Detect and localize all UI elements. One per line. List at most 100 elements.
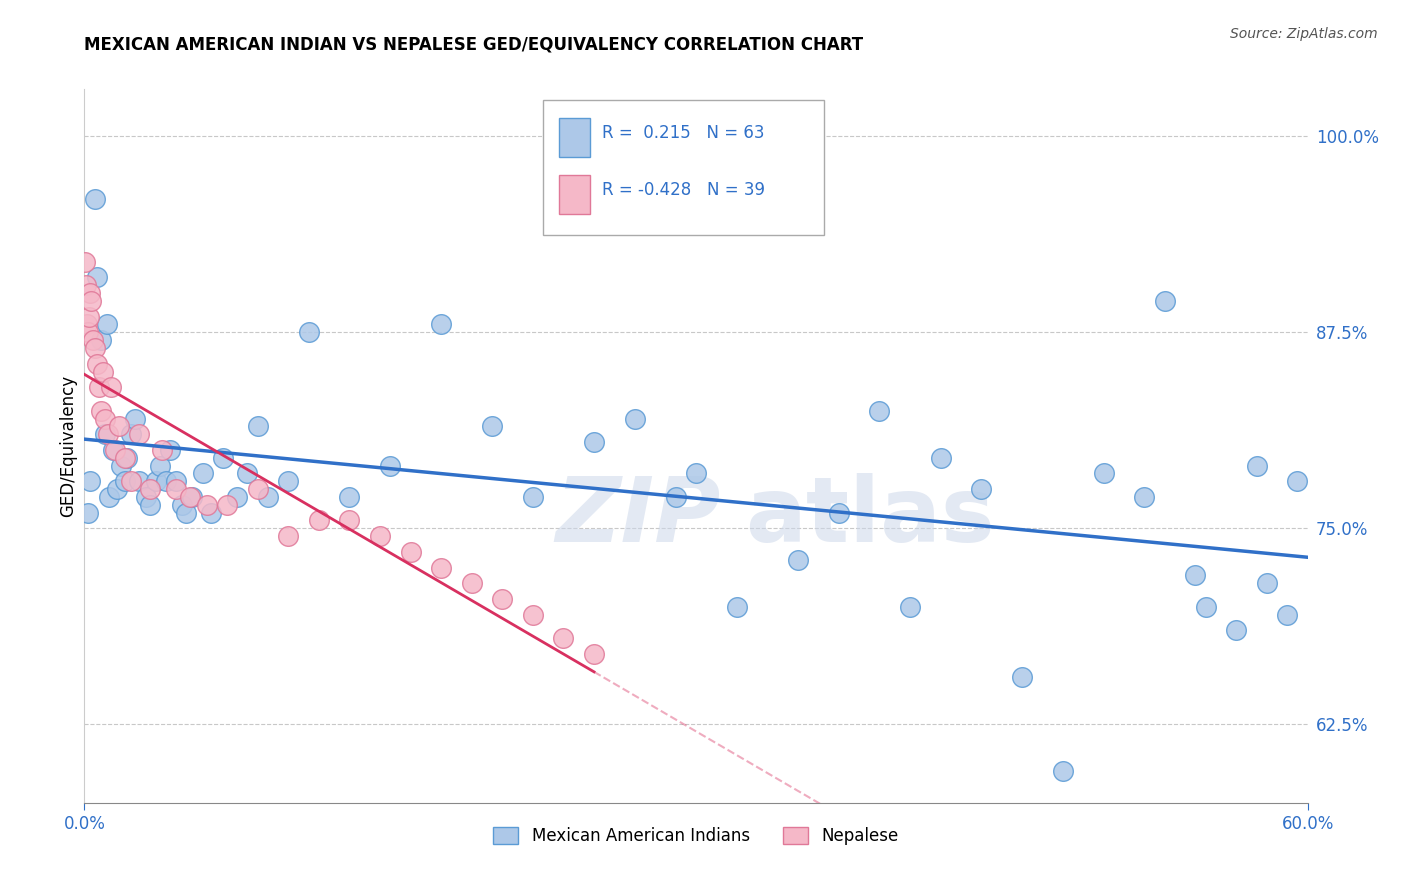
Point [83, 341, 105, 355]
Point [298, 326, 321, 340]
Point [82, 333, 104, 347]
Point [1133, 490, 1156, 504]
Point [110, 458, 132, 473]
Point [174, 506, 197, 520]
Point [77, 506, 100, 520]
Point [76, 318, 98, 332]
Point [105, 482, 128, 496]
Point [90, 333, 112, 347]
Point [181, 490, 204, 504]
Point [101, 442, 124, 457]
Point [104, 442, 127, 457]
Point [1011, 670, 1033, 684]
Point [97, 490, 120, 504]
Point [491, 591, 513, 606]
Point [191, 467, 214, 481]
Point [339, 490, 361, 504]
Point [138, 482, 160, 496]
Point [481, 419, 503, 434]
Point [115, 450, 138, 465]
Point [277, 529, 299, 543]
Point [165, 482, 187, 496]
Point [339, 514, 361, 528]
Point [150, 442, 173, 457]
Point [1286, 475, 1309, 489]
Point [399, 545, 422, 559]
Point [226, 490, 249, 504]
Point [277, 475, 299, 489]
Point [83, 192, 105, 206]
Point [787, 552, 810, 566]
Point [138, 498, 160, 512]
Point [97, 427, 120, 442]
Point [200, 506, 222, 520]
Y-axis label: GED/Equivalency: GED/Equivalency [59, 375, 77, 517]
Point [114, 450, 136, 465]
Point [665, 490, 688, 504]
Point [898, 599, 921, 614]
Point [93, 427, 115, 442]
Point [236, 467, 259, 481]
Point [179, 490, 201, 504]
Point [246, 482, 269, 496]
Point [80, 293, 103, 308]
Text: R =  0.215   N = 63: R = 0.215 N = 63 [602, 124, 765, 142]
Point [522, 490, 544, 504]
Point [91, 364, 114, 378]
Point [75, 254, 97, 268]
Point [93, 411, 115, 425]
Point [1256, 576, 1278, 591]
Text: Source: ZipAtlas.com: Source: ZipAtlas.com [1230, 27, 1378, 41]
Point [79, 475, 101, 489]
Text: ZIP: ZIP [555, 474, 720, 561]
Point [90, 403, 112, 417]
Point [217, 498, 239, 512]
Point [86, 270, 108, 285]
Point [86, 357, 108, 371]
Point [75, 278, 97, 293]
Point [257, 490, 280, 504]
Point [124, 411, 146, 425]
Point [159, 442, 181, 457]
FancyBboxPatch shape [560, 118, 589, 157]
Point [246, 419, 269, 434]
Point [87, 380, 110, 394]
Point [308, 514, 330, 528]
Text: R = -0.428   N = 39: R = -0.428 N = 39 [602, 181, 765, 199]
Point [461, 576, 484, 591]
Point [1277, 607, 1299, 622]
Point [1195, 599, 1218, 614]
Point [869, 403, 891, 417]
Point [725, 599, 748, 614]
Point [828, 506, 851, 520]
FancyBboxPatch shape [560, 175, 589, 214]
Point [553, 631, 575, 645]
Point [114, 475, 136, 489]
FancyBboxPatch shape [543, 100, 824, 235]
Point [108, 419, 131, 434]
Legend: Mexican American Indians, Nepalese: Mexican American Indians, Nepalese [486, 820, 905, 852]
Point [155, 475, 177, 489]
Point [368, 529, 391, 543]
Point [1225, 624, 1247, 638]
Point [172, 498, 194, 512]
Point [165, 475, 187, 489]
Point [79, 286, 101, 301]
Point [522, 607, 544, 622]
Point [212, 450, 235, 465]
Point [583, 647, 606, 661]
Point [195, 498, 218, 512]
Point [79, 310, 101, 324]
Point [430, 560, 453, 574]
Point [100, 380, 122, 394]
Point [624, 411, 647, 425]
Point [120, 475, 142, 489]
Point [128, 475, 150, 489]
Point [929, 450, 952, 465]
Point [1092, 467, 1115, 481]
Point [135, 490, 157, 504]
Point [380, 458, 402, 473]
Point [128, 427, 150, 442]
Point [430, 318, 453, 332]
Point [120, 427, 142, 442]
